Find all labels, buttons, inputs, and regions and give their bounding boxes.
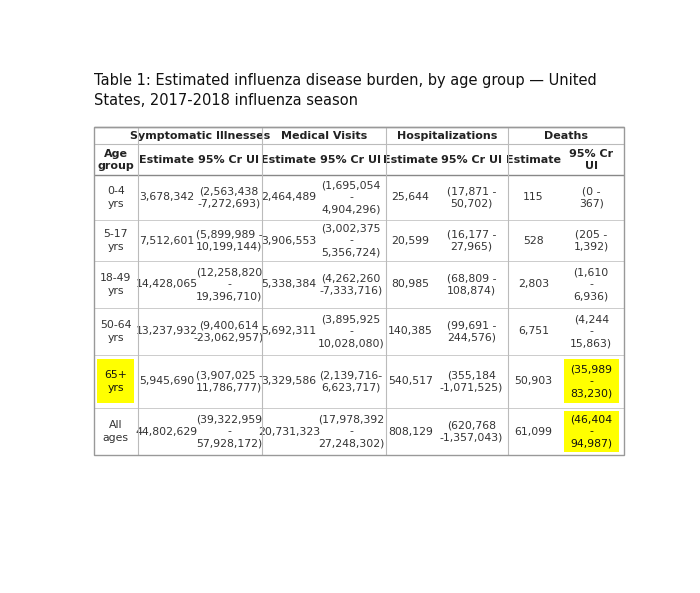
- Text: (205 -
1,392): (205 - 1,392): [573, 229, 609, 252]
- Text: (17,978,392
-
27,248,302): (17,978,392 - 27,248,302): [318, 414, 384, 449]
- Text: 2,464,489: 2,464,489: [261, 193, 316, 202]
- Text: 5-17
yrs: 5-17 yrs: [104, 229, 128, 252]
- FancyBboxPatch shape: [564, 359, 619, 403]
- Text: (1,695,054
-
4,904,296): (1,695,054 - 4,904,296): [321, 180, 381, 215]
- Text: (1,610
-
6,936): (1,610 - 6,936): [573, 267, 609, 302]
- Text: (35,989
-
83,230): (35,989 - 83,230): [570, 364, 612, 399]
- Text: (9,400,614
-23,062,957): (9,400,614 -23,062,957): [194, 320, 264, 343]
- Text: (99,691 -
244,576): (99,691 - 244,576): [447, 320, 496, 343]
- Text: (4,262,260
-7,333,716): (4,262,260 -7,333,716): [319, 273, 383, 296]
- Text: 61,099: 61,099: [514, 426, 552, 436]
- Text: Symptomatic Illnesses: Symptomatic Illnesses: [130, 131, 270, 141]
- Text: 5,692,311: 5,692,311: [261, 326, 316, 336]
- Text: 540,517: 540,517: [388, 377, 433, 387]
- Text: 528: 528: [523, 235, 544, 246]
- Text: 5,945,690: 5,945,690: [139, 377, 195, 387]
- Text: 20,599: 20,599: [391, 235, 429, 246]
- Text: 0-4
yrs: 0-4 yrs: [107, 186, 125, 209]
- Text: (620,768
-1,357,043): (620,768 -1,357,043): [440, 420, 503, 443]
- Text: Table 1: Estimated influenza disease burden, by age group — United
States, 2017-: Table 1: Estimated influenza disease bur…: [94, 74, 596, 109]
- Text: 3,329,586: 3,329,586: [261, 377, 316, 387]
- Text: 7,512,601: 7,512,601: [139, 235, 195, 246]
- Text: (3,907,025 -
11,786,777): (3,907,025 - 11,786,777): [195, 370, 262, 393]
- Text: (2,563,438
-7,272,693): (2,563,438 -7,272,693): [197, 186, 260, 209]
- FancyBboxPatch shape: [97, 359, 134, 403]
- Text: (0 -
367): (0 - 367): [579, 186, 603, 209]
- Text: (39,322,959
-
57,928,172): (39,322,959 - 57,928,172): [196, 414, 262, 449]
- Text: 6,751: 6,751: [518, 326, 549, 336]
- Text: 25,644: 25,644: [391, 193, 429, 202]
- Text: 14,428,065: 14,428,065: [136, 279, 198, 289]
- Bar: [94, 127, 624, 455]
- Text: Age
group: Age group: [97, 148, 134, 171]
- Text: 65+
yrs: 65+ yrs: [104, 370, 127, 393]
- Text: 95% Cr UI: 95% Cr UI: [321, 155, 382, 165]
- Text: 13,237,932: 13,237,932: [136, 326, 198, 336]
- FancyBboxPatch shape: [564, 412, 619, 452]
- Text: Estimate: Estimate: [262, 155, 316, 165]
- Text: 50,903: 50,903: [514, 377, 552, 387]
- Text: 2,803: 2,803: [518, 279, 549, 289]
- Text: 95% Cr UI: 95% Cr UI: [441, 155, 502, 165]
- Text: (12,258,820
-
19,396,710): (12,258,820 - 19,396,710): [196, 267, 262, 302]
- Text: (68,809 -
108,874): (68,809 - 108,874): [447, 273, 496, 296]
- Text: All
ages: All ages: [103, 420, 129, 443]
- Text: Estimate: Estimate: [506, 155, 561, 165]
- Text: Medical Visits: Medical Visits: [281, 131, 367, 141]
- Text: (3,002,375
-
5,356,724): (3,002,375 - 5,356,724): [321, 223, 381, 258]
- Text: Deaths: Deaths: [544, 131, 588, 141]
- Text: 3,906,553: 3,906,553: [261, 235, 316, 246]
- Text: (2,139,716-
6,623,717): (2,139,716- 6,623,717): [319, 370, 383, 393]
- Text: (5,899,989 -
10,199,144): (5,899,989 - 10,199,144): [195, 229, 262, 252]
- Text: 808,129: 808,129: [388, 426, 433, 436]
- Text: 95% Cr
UI: 95% Cr UI: [569, 148, 613, 171]
- Text: (16,177 -
27,965): (16,177 - 27,965): [447, 229, 496, 252]
- Text: (3,895,925
-
10,028,080): (3,895,925 - 10,028,080): [318, 314, 384, 349]
- Text: 44,802,629: 44,802,629: [136, 426, 198, 436]
- Text: 5,338,384: 5,338,384: [261, 279, 316, 289]
- Text: 140,385: 140,385: [388, 326, 433, 336]
- Text: 20,731,323: 20,731,323: [258, 426, 320, 436]
- Text: Estimate: Estimate: [139, 155, 195, 165]
- Text: 50-64
yrs: 50-64 yrs: [100, 320, 132, 343]
- Text: 18-49
yrs: 18-49 yrs: [100, 273, 132, 296]
- Text: Hospitalizations: Hospitalizations: [397, 131, 497, 141]
- Text: (46,404
-
94,987): (46,404 - 94,987): [570, 414, 612, 449]
- Text: 80,985: 80,985: [391, 279, 429, 289]
- Text: 115: 115: [523, 193, 544, 202]
- Text: Estimate: Estimate: [383, 155, 438, 165]
- Text: 95% Cr UI: 95% Cr UI: [198, 155, 260, 165]
- Text: (17,871 -
50,702): (17,871 - 50,702): [447, 186, 496, 209]
- Text: 3,678,342: 3,678,342: [139, 193, 195, 202]
- Text: (355,184
-1,071,525): (355,184 -1,071,525): [440, 370, 503, 393]
- Text: (4,244
-
15,863): (4,244 - 15,863): [570, 314, 612, 349]
